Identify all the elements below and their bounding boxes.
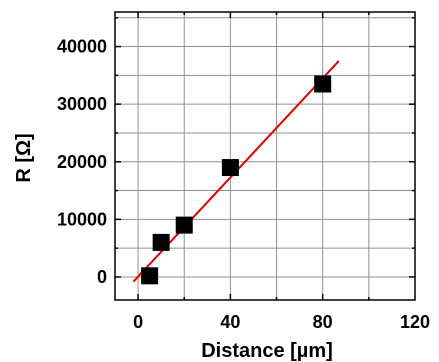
x-tick-label: 120 <box>400 312 430 332</box>
data-point-square <box>221 159 239 177</box>
data-points-layer <box>141 75 332 285</box>
tick-labels-layer: 0 40 80 120 0 10000 20000 30000 40000 <box>57 37 430 332</box>
x-axis-title: Distance [µm] <box>201 340 333 362</box>
data-point-square <box>152 233 170 251</box>
data-point-square <box>141 267 159 285</box>
plot-frame-border <box>114 11 416 301</box>
x-tick-label: 0 <box>133 312 143 332</box>
data-point-square <box>314 75 332 93</box>
ticks-layer <box>115 12 415 300</box>
y-tick-label: 40000 <box>57 37 107 57</box>
grid-layer <box>115 12 415 300</box>
data-point-square <box>175 216 193 234</box>
y-tick-label: 10000 <box>57 209 107 229</box>
plot-frame <box>114 11 416 301</box>
x-tick-label: 40 <box>220 312 240 332</box>
y-tick-label: 0 <box>97 267 107 287</box>
y-tick-label: 20000 <box>57 152 107 172</box>
y-tick-label: 30000 <box>57 94 107 114</box>
y-axis-title: R [Ω] <box>13 133 35 182</box>
x-tick-label: 80 <box>313 312 333 332</box>
